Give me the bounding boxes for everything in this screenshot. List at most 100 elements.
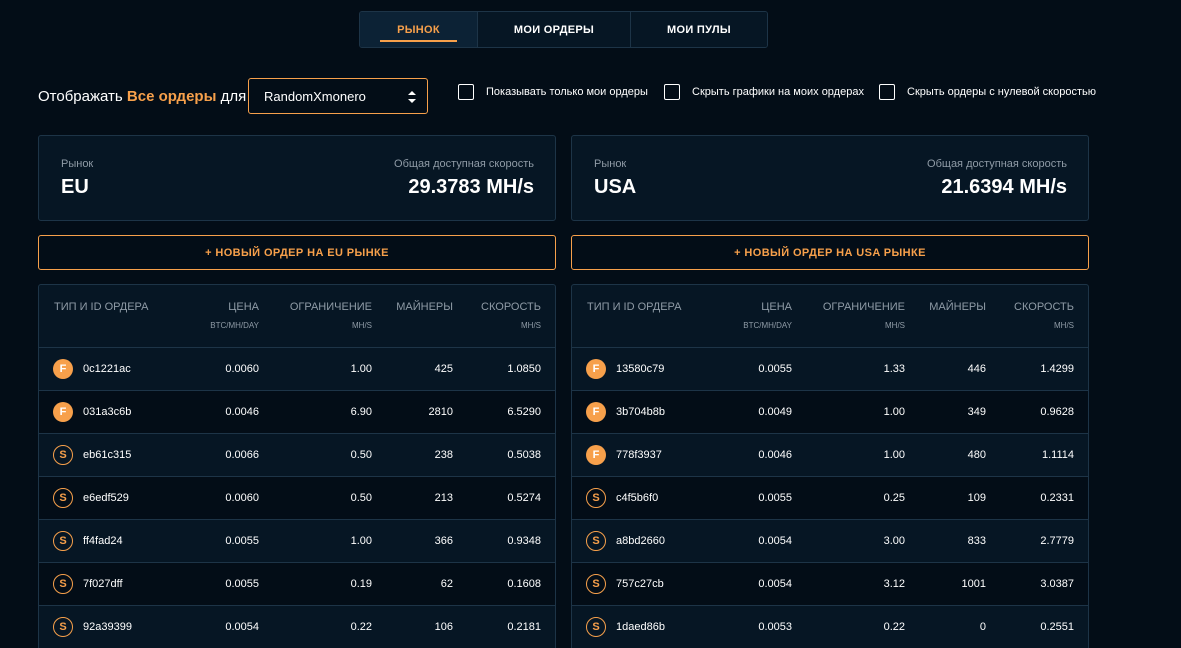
table-row[interactable]: F 13580c79 0.0055 1.33 446 1.4299 (572, 348, 1088, 391)
column-title: СКОРОСТЬ (481, 301, 541, 313)
show-all-orders-link[interactable]: Все ордеры (126, 88, 217, 105)
order-id[interactable]: ff4fad24 (83, 535, 123, 547)
order-price: 0.0049 (758, 406, 792, 418)
show-orders-label: Отображать Все ордеры для (38, 88, 246, 105)
column-unit: MH/S (521, 321, 541, 330)
order-id[interactable]: 13580c79 (616, 363, 665, 375)
column-unit: BTC/MH/DAY (210, 321, 259, 330)
order-speed: 0.9628 (1040, 406, 1074, 418)
checkbox-box[interactable] (879, 84, 895, 100)
column-title: ЦЕНА (761, 301, 792, 313)
show-suffix: для (220, 88, 247, 105)
order-id[interactable]: 757c27cb (616, 578, 664, 590)
standard-order-icon: S (53, 574, 73, 594)
table-row[interactable]: S 92a39399 0.0054 0.22 106 0.2181 (39, 606, 555, 648)
order-id[interactable]: 778f3937 (616, 449, 662, 461)
column-title: ЦЕНА (228, 301, 259, 313)
column-header-miners[interactable]: МАЙНЕРЫ (396, 301, 453, 313)
table-row[interactable]: F 0c1221ac 0.0060 1.00 425 1.0850 (39, 348, 555, 391)
order-speed: 0.2331 (1040, 492, 1074, 504)
market-label: Рынок (61, 158, 94, 170)
column-header-price[interactable]: ЦЕНА BTC/MH/DAY (210, 301, 259, 330)
column-header-speed[interactable]: СКОРОСТЬ MH/S (481, 301, 541, 330)
order-price: 0.0046 (758, 449, 792, 461)
table-row[interactable]: S 757c27cb 0.0054 3.12 1001 3.0387 (572, 563, 1088, 606)
order-id[interactable]: 7f027dff (83, 578, 123, 590)
column-title: МАЙНЕРЫ (396, 301, 453, 313)
column-unit: MH/S (352, 321, 372, 330)
order-price: 0.0046 (225, 406, 259, 418)
tab-my-orders[interactable]: МОИ ОРДЕРЫ (477, 12, 630, 47)
order-speed: 1.0850 (507, 363, 541, 375)
market-card-eu: Рынок EU Общая доступная скорость 29.378… (38, 135, 556, 221)
order-limit: 0.25 (883, 492, 905, 504)
order-speed: 0.5274 (507, 492, 541, 504)
table-row[interactable]: S 7f027dff 0.0055 0.19 62 0.1608 (39, 563, 555, 606)
order-speed: 0.9348 (507, 535, 541, 547)
column-header-id[interactable]: ТИП И ID ОРДЕРА (54, 301, 149, 313)
order-id[interactable]: 3b704b8b (616, 406, 665, 418)
main-tabs: РЫНОК МОИ ОРДЕРЫ МОИ ПУЛЫ (359, 11, 768, 48)
order-price: 0.0060 (225, 492, 259, 504)
order-miners: 2810 (428, 406, 453, 418)
new-order-usa-button[interactable]: + НОВЫЙ ОРДЕР НА USA РЫНКЕ (571, 235, 1089, 270)
column-title: ОГРАНИЧЕНИЕ (822, 301, 905, 313)
tab-my-pools[interactable]: МОИ ПУЛЫ (630, 12, 767, 47)
order-id[interactable]: 92a39399 (83, 621, 132, 633)
column-header-limit[interactable]: ОГРАНИЧЕНИЕ MH/S (823, 301, 905, 330)
market-name: EU (61, 176, 89, 198)
order-price: 0.0054 (758, 578, 792, 590)
column-header-price[interactable]: ЦЕНА BTC/MH/DAY (743, 301, 792, 330)
order-miners: 0 (979, 621, 986, 633)
checkbox-hide-charts[interactable]: Скрыть графики на моих ордерах (664, 84, 864, 100)
order-price: 0.0060 (225, 363, 259, 375)
column-header-id[interactable]: ТИП И ID ОРДЕРА (587, 301, 682, 313)
order-limit: 0.22 (883, 621, 905, 633)
new-order-eu-button[interactable]: + НОВЫЙ ОРДЕР НА EU РЫНКЕ (38, 235, 556, 270)
order-id[interactable]: 1daed86b (616, 621, 665, 633)
order-id[interactable]: a8bd2660 (616, 535, 665, 547)
order-miners: 62 (440, 578, 453, 590)
algorithm-select[interactable]: RandomXmonero (248, 78, 428, 114)
checkbox-hide-zero-speed[interactable]: Скрыть ордеры с нулевой скоростью (879, 84, 1096, 100)
table-row[interactable]: F 031a3c6b 0.0046 6.90 2810 6.5290 (39, 391, 555, 434)
checkbox-label: Скрыть ордеры с нулевой скоростью (907, 86, 1096, 98)
checkbox-only-my-orders[interactable]: Показывать только мои ордеры (458, 84, 648, 100)
table-row[interactable]: S 1daed86b 0.0053 0.22 0 0.2551 (572, 606, 1088, 648)
table-header: ТИП И ID ОРДЕРА ЦЕНА BTC/MH/DAY ОГРАНИЧЕНИЕ… (39, 285, 555, 348)
tab-market[interactable]: РЫНОК (360, 12, 477, 47)
order-id[interactable]: 031a3c6b (83, 406, 132, 418)
column-unit: MH/S (1054, 321, 1074, 330)
market-name: USA (594, 176, 637, 198)
column-header-speed[interactable]: СКОРОСТЬ MH/S (1014, 301, 1074, 330)
fixed-order-icon: F (586, 359, 606, 379)
order-id[interactable]: 0c1221ac (83, 363, 131, 375)
orders-table-usa: ТИП И ID ОРДЕРА ЦЕНА BTC/MH/DAY ОГРАНИЧЕНИЕ… (571, 284, 1089, 648)
order-id[interactable]: c4f5b6f0 (616, 492, 659, 504)
table-row[interactable]: F 3b704b8b 0.0049 1.00 349 0.9628 (572, 391, 1088, 434)
column-unit: BTC/MH/DAY (743, 321, 792, 330)
column-header-miners[interactable]: МАЙНЕРЫ (929, 301, 986, 313)
table-header: ТИП И ID ОРДЕРА ЦЕНА BTC/MH/DAY ОГРАНИЧЕНИЕ… (572, 285, 1088, 348)
table-row[interactable]: F 778f3937 0.0046 1.00 480 1.1114 (572, 434, 1088, 477)
fixed-order-icon: F (53, 402, 73, 422)
checkbox-box[interactable] (664, 84, 680, 100)
order-id[interactable]: eb61c315 (83, 449, 132, 461)
checkbox-box[interactable] (458, 84, 474, 100)
order-miners: 349 (967, 406, 986, 418)
order-id[interactable]: e6edf529 (83, 492, 129, 504)
column-title: МАЙНЕРЫ (929, 301, 986, 313)
standard-order-icon: S (53, 488, 73, 508)
order-speed: 1.1114 (1041, 449, 1074, 461)
column-header-limit[interactable]: ОГРАНИЧЕНИЕ MH/S (290, 301, 372, 330)
total-speed: 21.6394 MH/s (941, 176, 1067, 198)
order-price: 0.0055 (758, 363, 792, 375)
standard-order-icon: S (586, 488, 606, 508)
order-limit: 1.00 (350, 535, 372, 547)
order-speed: 0.2551 (1040, 621, 1074, 633)
